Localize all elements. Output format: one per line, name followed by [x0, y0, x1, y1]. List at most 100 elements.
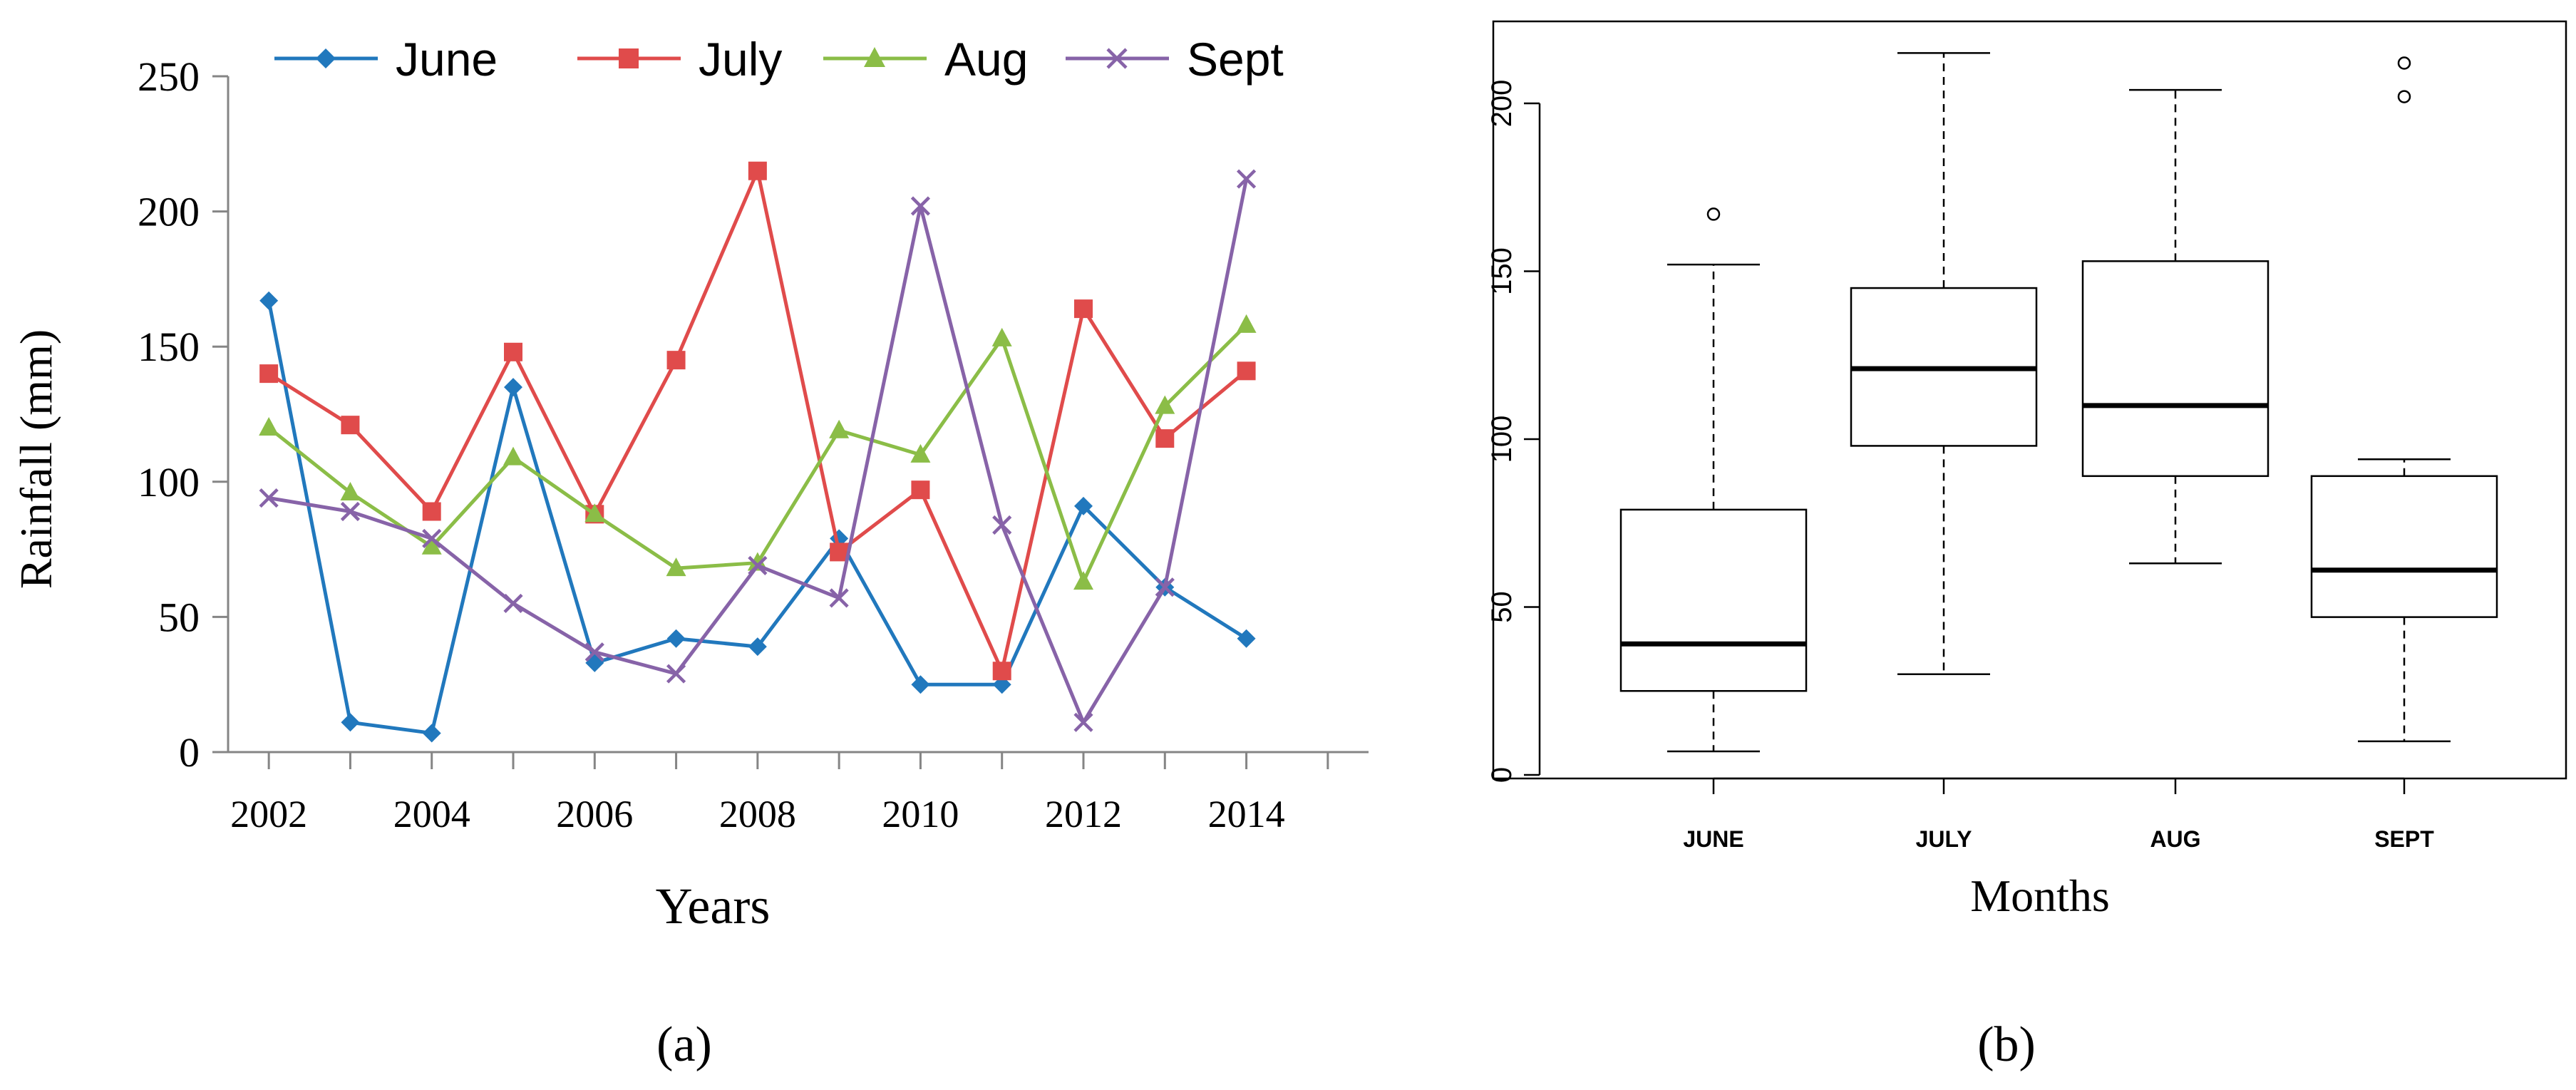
data-point-stroke	[422, 528, 442, 549]
data-point-stroke	[340, 501, 361, 522]
data-point	[1106, 48, 1128, 69]
data-point-stroke	[829, 588, 849, 608]
series-sept	[259, 169, 1257, 732]
legend-label: July	[699, 33, 782, 86]
data-point-stroke	[1073, 712, 1093, 732]
series-line	[267, 300, 1247, 735]
data-point	[421, 535, 442, 555]
outlier-point	[2397, 56, 2411, 70]
legend-label: Aug	[944, 33, 1028, 86]
legend-item-july: July	[577, 33, 782, 86]
x-tick-label: SEPT	[2374, 826, 2434, 852]
box-plot-boxes	[1619, 52, 2498, 753]
y-axis-label: Rainfall (mm)	[11, 329, 61, 589]
legend-item-sept: Sept	[1066, 33, 1284, 86]
x-tick-label: 2004	[393, 793, 470, 836]
series-aug	[259, 314, 1257, 590]
x-tick-label: JULY	[1916, 826, 1972, 852]
data-point	[584, 642, 604, 662]
x-tick-label: 2014	[1208, 793, 1285, 836]
y-tick-label: 250	[138, 53, 200, 100]
data-point	[259, 364, 279, 384]
legend-label: June	[396, 33, 498, 86]
x-tick-label: 2006	[556, 793, 633, 836]
data-point	[340, 501, 361, 522]
series-june	[259, 291, 1256, 743]
data-point	[504, 342, 522, 361]
box-body	[2310, 475, 2498, 618]
data-point-stroke	[748, 555, 768, 575]
y-tick-label: 50	[1486, 591, 1518, 623]
data-point	[422, 724, 441, 743]
legend-item-june: June	[274, 33, 498, 86]
series-line	[267, 169, 1248, 673]
x-axis-label: Months	[1970, 870, 2110, 921]
y-tick-label: 200	[138, 189, 200, 235]
data-point	[340, 481, 361, 500]
box-sept	[2310, 56, 2498, 743]
box-june	[1619, 207, 1808, 753]
data-point	[1074, 299, 1093, 319]
data-point	[259, 291, 279, 310]
y-tick-label: 100	[138, 459, 200, 505]
data-point	[1074, 496, 1093, 515]
y-tick-label: 0	[1486, 767, 1518, 783]
data-point	[748, 555, 768, 575]
line-chart-ticks: 0 50 100 150 200 250 2002 2004 2006 2008 2010 2012 2…	[138, 53, 1329, 836]
box-plot-y-axis: 0 50 100 150 200	[1486, 80, 1541, 783]
line-chart-panel: 0 50 100 150 200 250 2002 2004 2006 2008 2010 2012 2…	[11, 33, 1369, 1072]
data-point	[316, 48, 336, 68]
data-point-stroke	[910, 196, 931, 216]
box-july	[1850, 52, 2038, 675]
series-line	[267, 324, 1248, 584]
data-point	[1155, 577, 1175, 597]
data-point	[341, 713, 360, 732]
box-plot-x-axis: JUNE JULY AUG SEPT	[1683, 777, 2434, 852]
data-point-stroke	[259, 488, 279, 508]
data-point	[910, 196, 931, 216]
x-tick-label: 2002	[230, 793, 307, 836]
x-tick-label: 2012	[1045, 793, 1122, 836]
x-tick-label: 2010	[882, 793, 959, 836]
y-tick-label: 150	[138, 324, 200, 370]
data-point	[910, 443, 931, 463]
data-point-stroke	[584, 642, 604, 662]
data-point	[1237, 629, 1256, 648]
y-tick-label: 100	[1486, 416, 1518, 463]
data-point	[619, 48, 639, 68]
data-point-stroke	[1106, 48, 1128, 69]
x-axis-label: Years	[656, 878, 771, 935]
data-point	[503, 593, 523, 614]
data-point	[422, 528, 442, 549]
data-point	[1236, 314, 1257, 333]
panel-label-b: (b)	[1977, 1017, 2036, 1072]
data-point	[1236, 169, 1257, 189]
data-point	[666, 664, 686, 684]
y-tick-label: 50	[158, 594, 200, 640]
data-point	[503, 446, 523, 466]
legend-item-aug: Aug	[823, 33, 1028, 86]
data-point	[992, 662, 1011, 681]
data-point	[1073, 571, 1093, 590]
line-chart-legend: June July Aug Sept	[274, 33, 1284, 86]
outlier-point	[2397, 90, 2411, 103]
data-point	[1073, 712, 1093, 732]
series-july	[259, 161, 1256, 681]
x-tick-label: JUNE	[1683, 826, 1743, 852]
data-point-stroke	[1155, 577, 1175, 597]
data-point	[666, 629, 686, 648]
outlier-point	[1706, 207, 1721, 221]
box-body	[2081, 260, 2270, 478]
data-point	[1155, 395, 1175, 414]
y-tick-label: 0	[179, 729, 200, 776]
data-point	[259, 488, 279, 508]
box-aug	[2081, 88, 2270, 565]
data-point-stroke	[666, 664, 686, 684]
data-point	[830, 543, 849, 562]
data-point	[341, 416, 360, 435]
data-point	[911, 675, 930, 694]
data-point-stroke	[503, 593, 523, 614]
data-point-stroke	[992, 515, 1012, 535]
data-point	[666, 351, 686, 370]
